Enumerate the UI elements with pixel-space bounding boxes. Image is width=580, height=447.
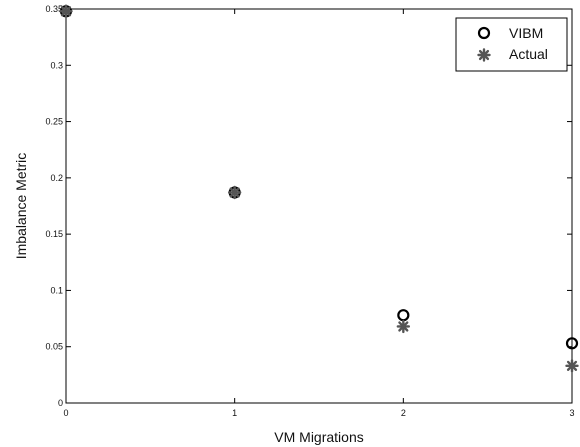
y-tick-label: 0 — [58, 398, 63, 408]
x-tick-label: 0 — [63, 408, 68, 418]
y-tick-label: 0.35 — [45, 4, 63, 14]
y-axis-label: Imbalance Metric — [13, 153, 29, 260]
actual-point — [396, 319, 411, 334]
y-tick-label: 0.05 — [45, 342, 63, 352]
y-tick-label: 0.25 — [45, 117, 63, 127]
actual-point — [227, 185, 242, 200]
plot-area — [65, 8, 573, 404]
y-axis-ticks: 0 0.05 0.1 0.15 0.2 0.25 0.3 0.35 — [45, 4, 572, 408]
legend-vibm-marker — [477, 26, 491, 40]
legend: VIBM Actual — [455, 17, 568, 72]
legend-box — [455, 17, 568, 72]
y-tick-label: 0.15 — [45, 229, 63, 239]
y-tick-label: 0.2 — [50, 173, 63, 183]
actual-point — [565, 359, 579, 373]
data-marks — [59, 4, 579, 373]
x-tick-label: 2 — [401, 408, 406, 418]
y-tick-label: 0.1 — [50, 285, 63, 295]
x-axis-label: VM Migrations — [274, 429, 363, 445]
x-tick-label: 1 — [232, 408, 237, 418]
legend-actual-marker — [477, 48, 491, 62]
x-tick-label: 3 — [569, 408, 574, 418]
vibm-point — [565, 337, 579, 350]
legend-asterisk — [477, 48, 491, 62]
y-tick-label: 0.3 — [50, 60, 63, 70]
legend-actual-label: Actual — [509, 46, 548, 62]
legend-vibm-label: VIBM — [509, 25, 543, 41]
actual-point — [59, 4, 73, 18]
